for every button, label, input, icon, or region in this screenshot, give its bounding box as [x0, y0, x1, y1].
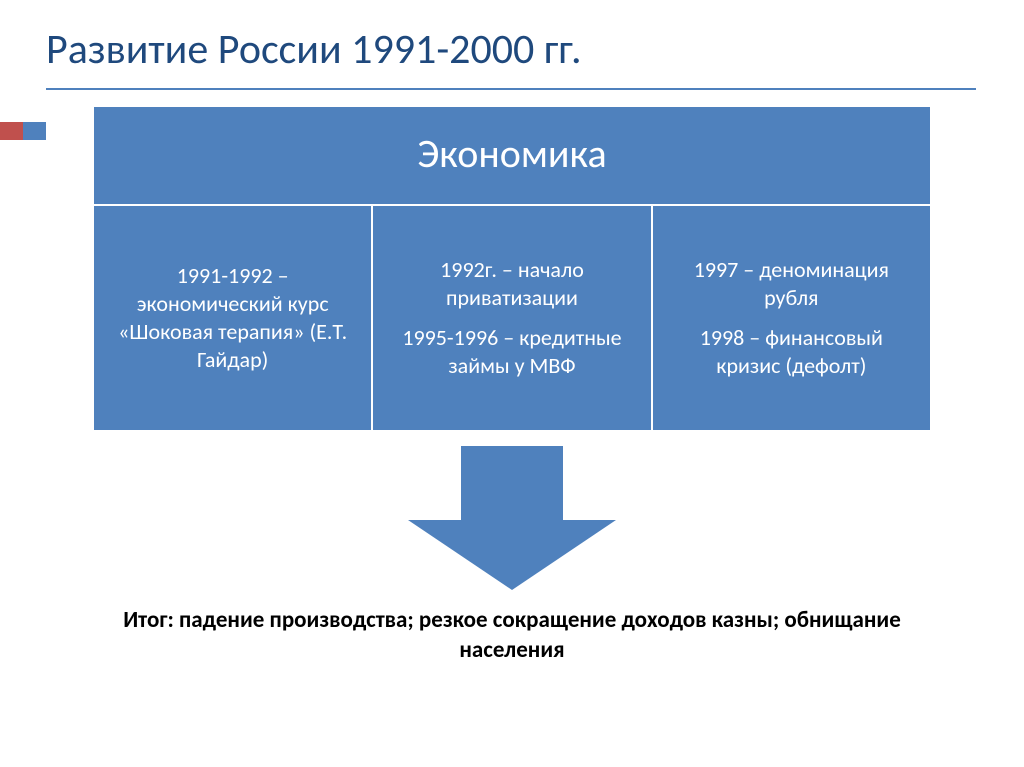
accent-blue: [23, 122, 46, 140]
cell-2: 1997 – деноминация рубля 1998 – финансов…: [652, 205, 931, 431]
down-arrow: [407, 446, 617, 596]
diagram-header: Экономика: [93, 106, 931, 205]
cell-text: 1997 – деноминация рубля: [667, 256, 916, 312]
title-rule: [46, 88, 976, 90]
accent-red: [0, 122, 23, 140]
economy-diagram: Экономика 1991-1992 – экономический курс…: [93, 106, 931, 431]
arrow-head-icon: [408, 520, 616, 590]
cell-text: 1991-1992 – экономический курс «Шоковая …: [108, 262, 357, 375]
cell-text: 1998 – финансовый кризис (дефолт): [667, 324, 916, 380]
cell-text: 1992г. – начало приватизации: [387, 256, 636, 312]
cell-0: 1991-1992 – экономический курс «Шоковая …: [93, 205, 372, 431]
diagram-row: 1991-1992 – экономический курс «Шоковая …: [93, 205, 931, 431]
cell-text: 1995-1996 – кредитные займы у МВФ: [387, 324, 636, 380]
result-text: Итог: падение производства; резкое сокра…: [0, 606, 1024, 666]
arrow-stem: [460, 446, 564, 530]
accent-stripe: [0, 122, 46, 140]
cell-1: 1992г. – начало приватизации 1995-1996 –…: [372, 205, 651, 431]
slide-title: Развитие России 1991-2000 гг.: [46, 24, 582, 75]
